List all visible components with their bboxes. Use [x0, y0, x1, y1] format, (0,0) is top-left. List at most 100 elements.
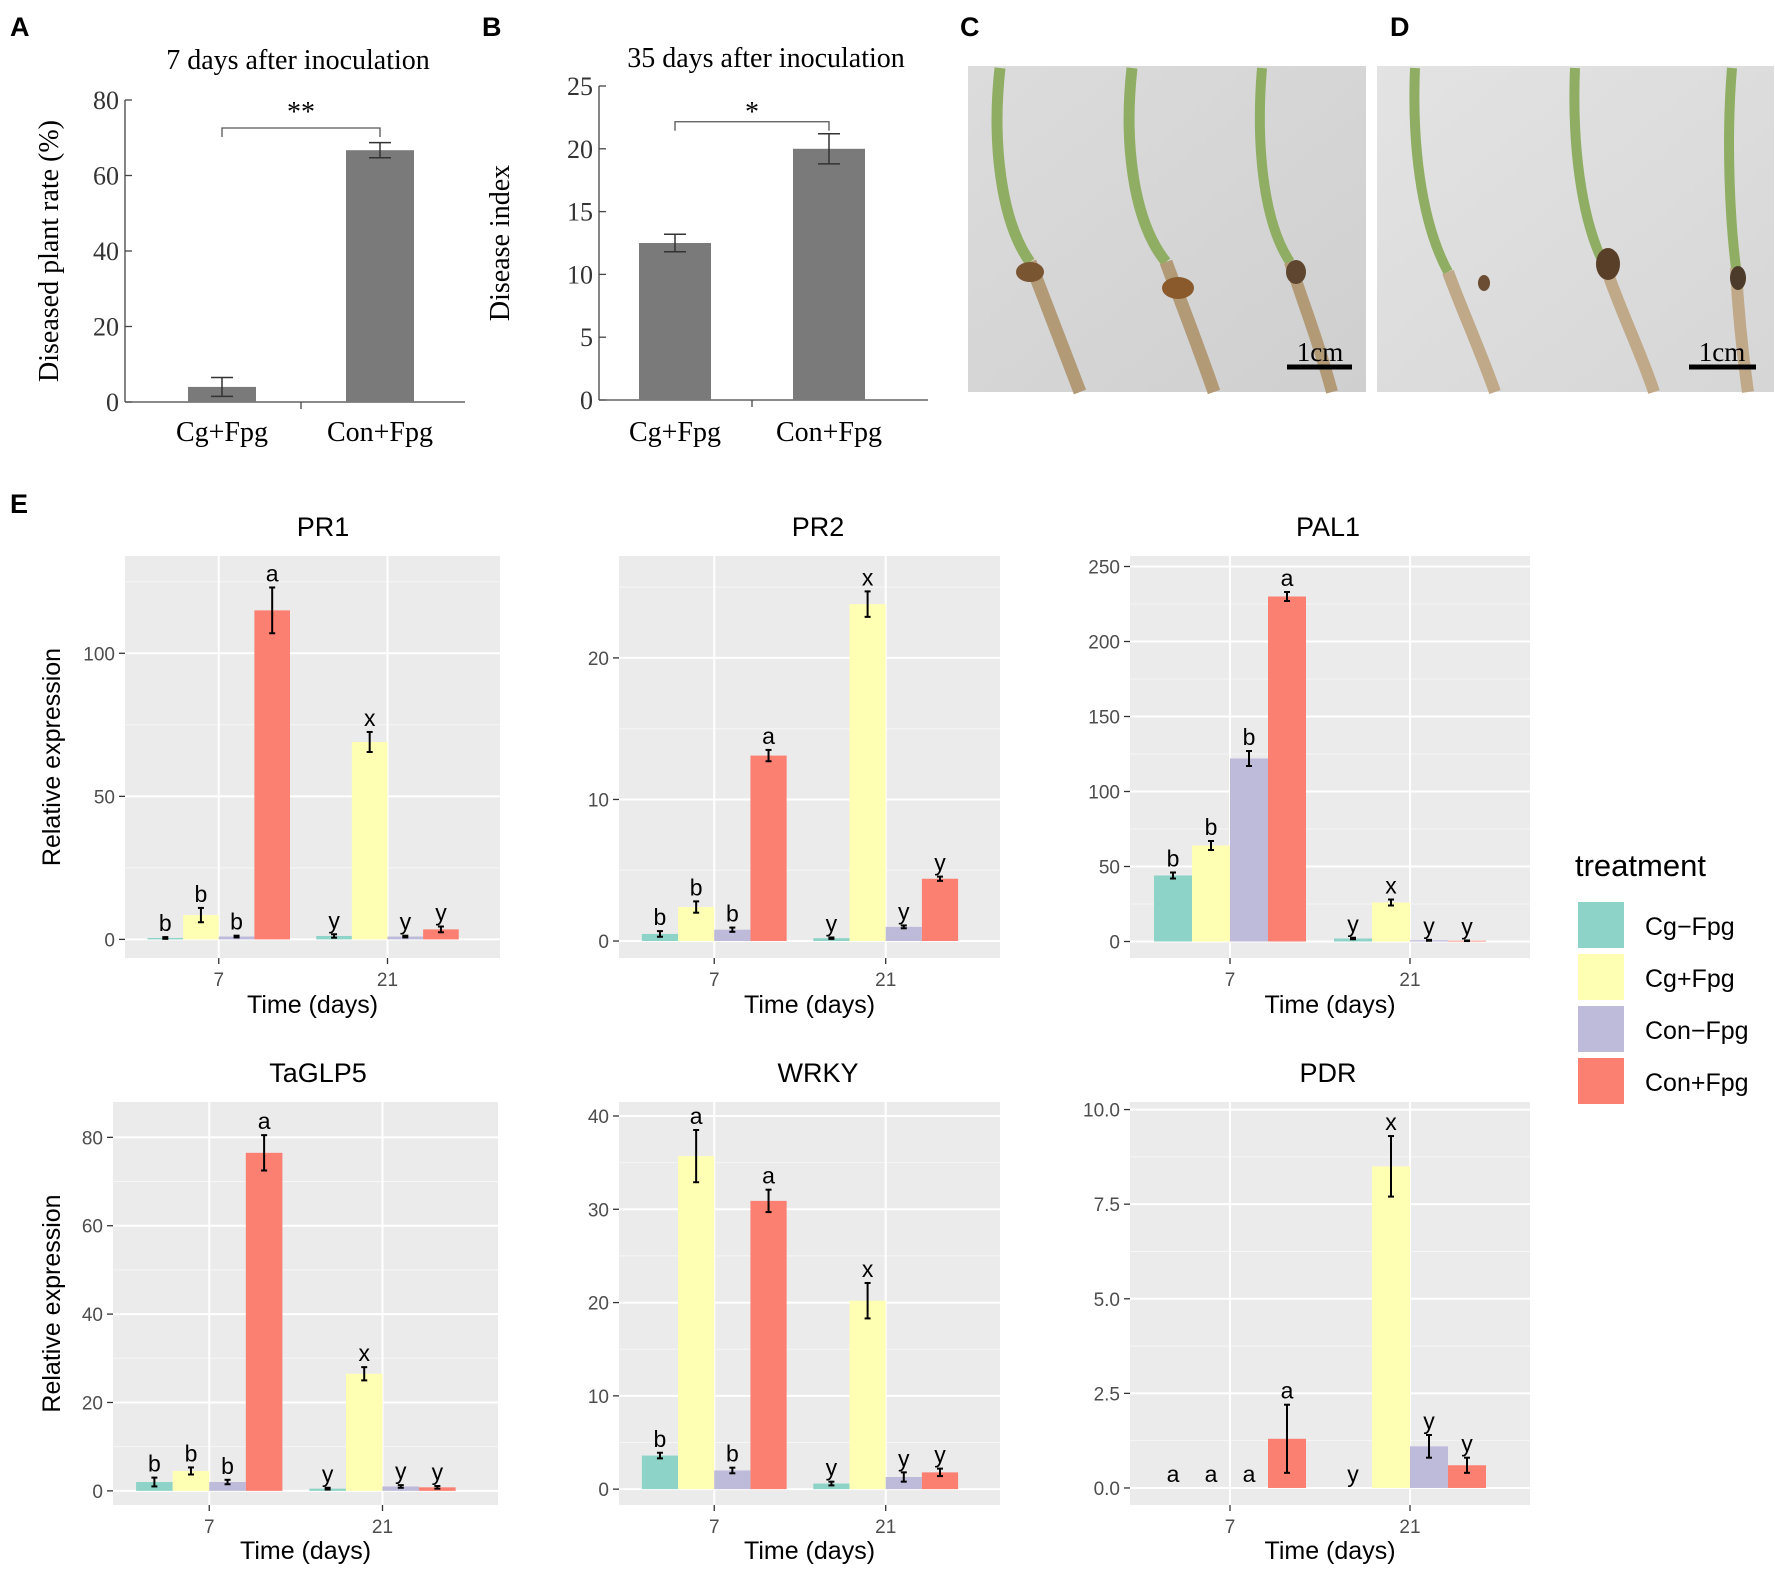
y-tick-label: 10	[588, 1387, 609, 1408]
error-bar	[187, 1466, 194, 1476]
error-bar	[765, 748, 772, 763]
y-tick-label: 80	[93, 86, 119, 115]
y-tick-label: 0	[92, 1482, 103, 1503]
significance-letter: b	[195, 881, 208, 907]
error-bar	[729, 926, 736, 933]
significance-letter: a	[1205, 1461, 1218, 1487]
y-tick-label: 25	[567, 72, 593, 101]
legend-key-con-minus-fpg	[1578, 1006, 1624, 1052]
bar-con-plusfpg-day-7	[1268, 596, 1306, 942]
significance-bracket	[221, 127, 381, 137]
legend-key-cg-plus-fpg	[1578, 954, 1624, 1000]
x-category-label: Cg+Fpg	[629, 417, 721, 448]
significance-letter: b	[148, 1451, 161, 1477]
y-tick-label: 2.5	[1094, 1384, 1120, 1405]
significance-letter: a	[762, 723, 775, 749]
seedling-illustration	[991, 67, 1338, 395]
panel-letter-e: E	[10, 489, 28, 519]
plot-background	[125, 556, 500, 958]
y-tick-label: 200	[1088, 633, 1120, 654]
panel-letter-c: C	[960, 12, 980, 42]
error-bar	[693, 900, 700, 914]
error-bar	[261, 1134, 268, 1172]
y-tick-label: 80	[82, 1128, 103, 1149]
error-bar	[224, 1478, 231, 1486]
x-tick-label: 7	[709, 970, 720, 991]
error-bar	[233, 934, 240, 939]
error-bar	[434, 1484, 441, 1490]
x-axis-label: Time (days)	[247, 991, 378, 1019]
y-tick-label: 10	[567, 260, 593, 289]
chart-pr2: 0 10 20 7 21 b y b x b y a y PR2 Time (days)	[588, 512, 1000, 1019]
significance-letter: x	[862, 1256, 874, 1282]
y-tick-label: 150	[1088, 708, 1120, 729]
significance-letter: b	[159, 910, 172, 936]
legend-label-con-minus-fpg: Con−Fpg	[1645, 1017, 1749, 1045]
bar-con-plusfpg	[793, 148, 865, 400]
significance-letter: a	[762, 1163, 775, 1189]
legend-label-con-plus-fpg: Con+Fpg	[1645, 1069, 1749, 1097]
bar-cg-plusfpg-day-7	[1192, 845, 1230, 942]
y-tick-label: 20	[82, 1393, 103, 1414]
plot-background	[113, 1102, 498, 1505]
error-bar	[437, 925, 444, 934]
y-tick-label: 20	[588, 1294, 609, 1315]
error-bar	[1284, 1403, 1290, 1474]
significance-letter: y	[400, 909, 412, 935]
y-tick-label: 0.0	[1094, 1479, 1120, 1500]
bar-con-minusfpg-day-21	[885, 1477, 922, 1490]
y-tick-label: 40	[588, 1107, 609, 1128]
y-tick-label: 10	[588, 790, 609, 811]
bar-con-plusfpg-day-7	[245, 1152, 283, 1491]
significance-letter: b	[221, 1453, 234, 1479]
error-bar	[900, 924, 907, 930]
significance-letter: b	[654, 1426, 667, 1452]
significance-letter: x	[862, 564, 874, 590]
x-tick-label: 7	[1225, 1517, 1236, 1538]
bar-con-plusfpg	[346, 150, 414, 402]
y-tick-label: 30	[588, 1200, 609, 1221]
x-tick-label: 7	[213, 970, 224, 991]
x-axis-label: Time (days)	[1264, 1537, 1395, 1565]
photo-c-background	[968, 66, 1366, 392]
significance-letter: y	[934, 1442, 946, 1468]
significance-letter: a	[1281, 1378, 1294, 1404]
significance-letter: a	[266, 560, 279, 586]
significance-bracket	[674, 121, 830, 131]
x-tick-label: 21	[875, 970, 896, 991]
bar-con-plusfpg-day-21	[921, 878, 959, 942]
legend-label-cg-plus-fpg: Cg+Fpg	[1645, 965, 1735, 993]
legend-key-cg-minus-fpg	[1578, 902, 1624, 948]
error-bar	[656, 930, 663, 938]
error-bar	[197, 906, 204, 924]
error-bar	[864, 1281, 871, 1320]
bar-con-minusfpg-day-7	[714, 929, 751, 942]
chart-title: 7 days after inoculation	[166, 45, 430, 76]
chart-title: 35 days after inoculation	[627, 43, 905, 74]
significance-letter: b	[690, 874, 703, 900]
y-tick-label: 20	[93, 313, 119, 342]
photo-c: 1cm	[968, 66, 1366, 395]
bar-con-plusfpg-day-7	[750, 755, 787, 942]
x-tick-label: 21	[1399, 1517, 1420, 1538]
x-axis-label: Time (days)	[744, 991, 875, 1019]
y-tick-label: 0	[598, 932, 609, 953]
significance-letter: y	[395, 1458, 407, 1484]
error-bar	[1464, 939, 1470, 943]
y-tick-label: 0	[598, 1480, 609, 1501]
bar-cg-plusfpg-day-7	[172, 1470, 210, 1491]
y-tick-label: 50	[1099, 858, 1120, 879]
legend: treatment Cg−Fpg Cg+Fpg Con−Fpg Con+Fpg	[1575, 848, 1749, 1104]
significance-letter: x	[1385, 1109, 1397, 1135]
error-bar	[402, 934, 409, 939]
legend-label-cg-minus-fpg: Cg−Fpg	[1645, 913, 1735, 941]
bar-con-minusfpg-day-7	[209, 1482, 246, 1491]
error-bar	[1388, 898, 1394, 907]
y-tick-label: 0	[1109, 933, 1120, 954]
significance-letter: y	[322, 1461, 334, 1487]
x-axis-label: Time (days)	[240, 1537, 371, 1565]
bar-con-plusfpg-day-7	[254, 610, 290, 940]
x-category-label: Con+Fpg	[776, 417, 882, 448]
y-tick-label: 20	[588, 649, 609, 670]
